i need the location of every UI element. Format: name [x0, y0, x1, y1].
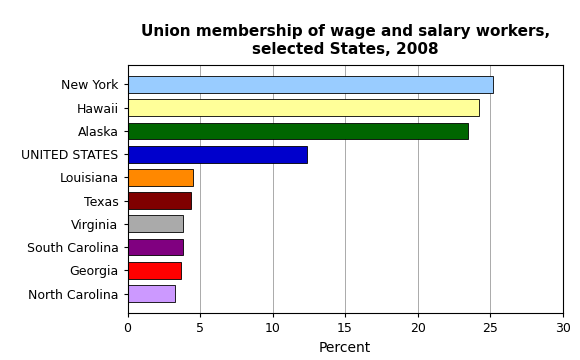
- Bar: [128, 216, 183, 232]
- Bar: [128, 239, 183, 256]
- Bar: [128, 76, 493, 93]
- Bar: [128, 285, 175, 302]
- Bar: [128, 169, 193, 186]
- Bar: [128, 99, 478, 116]
- Bar: [128, 146, 307, 162]
- Bar: [128, 262, 181, 279]
- Title: Union membership of wage and salary workers,
selected States, 2008: Union membership of wage and salary work…: [140, 24, 550, 57]
- Bar: [128, 192, 191, 209]
- X-axis label: Percent: Percent: [319, 341, 371, 355]
- Bar: [128, 122, 469, 139]
